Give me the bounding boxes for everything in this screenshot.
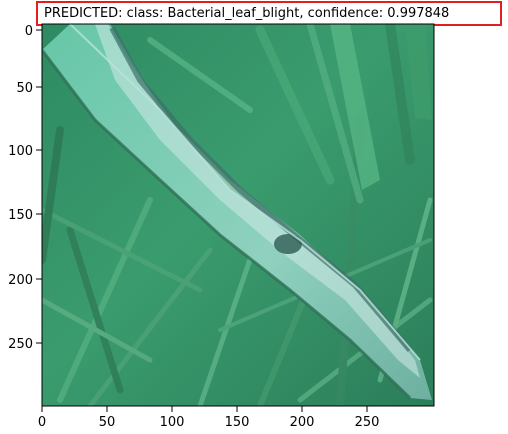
y-tick-label: 100 [8,144,33,159]
leaf-image [42,24,434,406]
y-tick-label: 200 [8,273,33,288]
y-tick-label: 150 [8,208,33,223]
y-tick-label: 50 [16,81,33,96]
x-tick-label: 100 [160,415,185,430]
x-tick-label: 250 [355,415,380,430]
x-tick-label: 200 [290,415,315,430]
y-axis: 0 50 100 150 200 250 [8,24,42,352]
y-tick-label: 0 [25,24,33,39]
x-axis: 0 50 100 150 200 250 [38,406,380,430]
y-tick-label: 250 [8,337,33,352]
x-tick-label: 0 [38,415,46,430]
x-tick-label: 150 [225,415,250,430]
x-tick-label: 50 [99,415,116,430]
